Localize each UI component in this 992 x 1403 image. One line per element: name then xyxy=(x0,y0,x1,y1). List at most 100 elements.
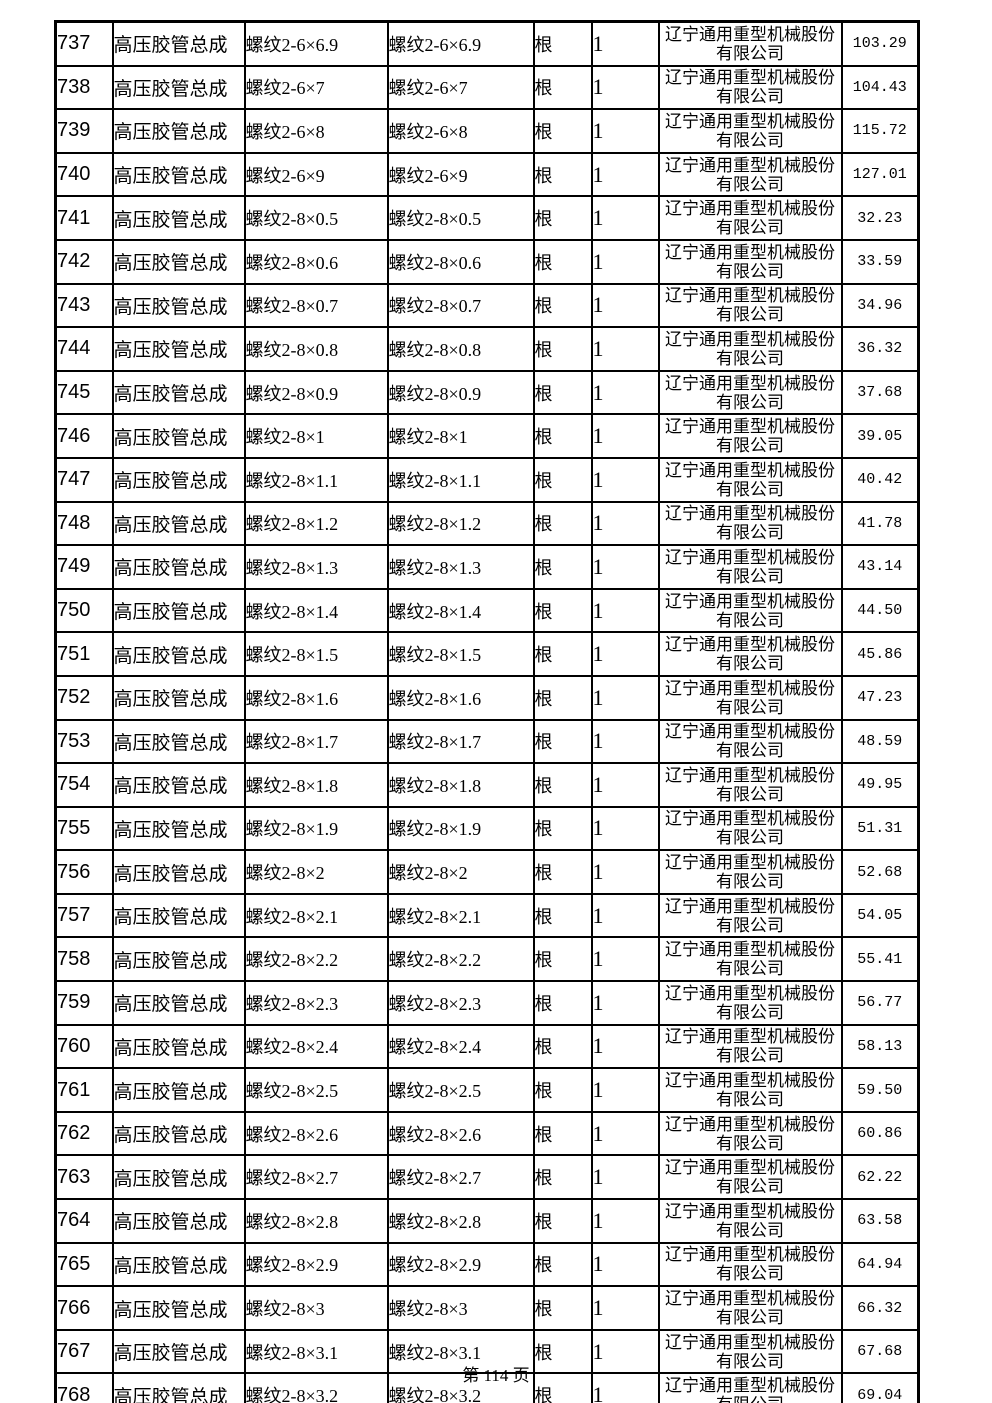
unit-cell: 根 xyxy=(532,849,593,895)
row-number-cell: 764 xyxy=(54,1198,114,1244)
supplier-line2: 有限公司 xyxy=(661,1395,840,1403)
unit-cell: 根 xyxy=(532,238,593,285)
supplier-line1: 辽宁通用重型机械股份 xyxy=(665,853,835,873)
unit-cell: 根 xyxy=(532,1023,593,1070)
unit-cell: 根 xyxy=(532,1372,593,1403)
part-name-cell: 高压胶管总成 xyxy=(111,1198,246,1244)
row-number-cell: 761 xyxy=(54,1067,114,1113)
supplier-line1: 辽宁通用重型机械股份 xyxy=(665,373,835,393)
model-cell: 螺纹2-8×2.3 xyxy=(243,980,389,1026)
unit-cell: 根 xyxy=(532,674,593,721)
supplier-line2: 有限公司 xyxy=(716,1264,784,1284)
spec-cell: 螺纹2-8×2.5 xyxy=(386,1067,535,1113)
supplier-cell: 辽宁通用重型机械股份 有限公司 xyxy=(657,1154,843,1201)
supplier-line2: 有限公司 xyxy=(716,654,784,674)
model-cell: 螺纹2-8×1.1 xyxy=(243,456,389,503)
table-row: 753 高压胶管总成 螺纹2-8×1.7 螺纹2-8×1.7 根 1 辽宁通用重… xyxy=(54,718,920,765)
supplier-cell: 辽宁通用重型机械股份 有限公司 xyxy=(657,369,843,416)
price-cell: 60.86 xyxy=(840,1110,920,1157)
model-cell: 螺纹2-8×0.9 xyxy=(243,369,389,416)
quantity-cell: 1 xyxy=(590,456,660,503)
supplier-line2: 有限公司 xyxy=(716,436,784,456)
part-name-cell: 高压胶管总成 xyxy=(111,1110,246,1157)
supplier-line1: 辽宁通用重型机械股份 xyxy=(665,155,835,175)
supplier-line2: 有限公司 xyxy=(716,1046,784,1066)
price-cell: 63.58 xyxy=(840,1198,920,1244)
supplier-cell: 辽宁通用重型机械股份 有限公司 xyxy=(657,1067,843,1113)
supplier-cell: 辽宁通用重型机械股份 有限公司 xyxy=(657,631,843,677)
part-name-cell: 高压胶管总成 xyxy=(111,892,246,939)
supplier-line2: 有限公司 xyxy=(716,741,784,761)
parts-table: 737 高压胶管总成 螺纹2-6×6.9 螺纹2-6×6.9 根 1 辽宁通用重… xyxy=(54,20,920,1403)
model-cell: 螺纹2-8×1 xyxy=(243,413,389,459)
table-body: 737 高压胶管总成 螺纹2-6×6.9 螺纹2-6×6.9 根 1 辽宁通用重… xyxy=(54,20,920,1403)
spec-cell: 螺纹2-8×1.6 xyxy=(386,674,535,721)
part-name-cell: 高压胶管总成 xyxy=(111,631,246,677)
quantity-cell: 1 xyxy=(590,631,660,677)
part-name-cell: 高压胶管总成 xyxy=(111,1328,246,1375)
quantity-cell: 1 xyxy=(590,544,660,590)
unit-cell: 根 xyxy=(532,805,593,852)
supplier-cell: 辽宁通用重型机械股份 有限公司 xyxy=(657,1198,843,1244)
spec-cell: 螺纹2-8×1 xyxy=(386,413,535,459)
quantity-cell: 1 xyxy=(590,151,660,198)
price-cell: 127.01 xyxy=(840,151,920,198)
unit-cell: 根 xyxy=(532,413,593,459)
model-cell: 螺纹2-8×2.6 xyxy=(243,1110,389,1157)
supplier-line2: 有限公司 xyxy=(716,479,784,499)
spec-cell: 螺纹2-8×2.2 xyxy=(386,936,535,983)
part-name-cell: 高压胶管总成 xyxy=(111,369,246,416)
supplier-cell: 辽宁通用重型机械股份 有限公司 xyxy=(657,64,843,111)
table-row: 745 高压胶管总成 螺纹2-8×0.9 螺纹2-8×0.9 根 1 辽宁通用重… xyxy=(54,369,920,416)
part-name-cell: 高压胶管总成 xyxy=(111,326,246,372)
table-row: 747 高压胶管总成 螺纹2-8×1.1 螺纹2-8×1.1 根 1 辽宁通用重… xyxy=(54,456,920,503)
supplier-cell: 辽宁通用重型机械股份 有限公司 xyxy=(657,20,843,67)
table-row: 749 高压胶管总成 螺纹2-8×1.3 螺纹2-8×1.3 根 1 辽宁通用重… xyxy=(54,544,920,590)
supplier-cell: 辽宁通用重型机械股份 有限公司 xyxy=(657,892,843,939)
supplier-line1: 辽宁通用重型机械股份 xyxy=(665,1376,835,1396)
supplier-cell: 辽宁通用重型机械股份 有限公司 xyxy=(657,849,843,895)
supplier-cell: 辽宁通用重型机械股份 有限公司 xyxy=(657,238,843,285)
spec-cell: 螺纹2-8×2.9 xyxy=(386,1241,535,1288)
unit-cell: 根 xyxy=(532,587,593,634)
supplier-line2: 有限公司 xyxy=(716,1090,784,1110)
row-number-cell: 759 xyxy=(54,980,114,1026)
table-row: 740 高压胶管总成 螺纹2-6×9 螺纹2-6×9 根 1 辽宁通用重型机械股… xyxy=(54,151,920,198)
row-number-cell: 763 xyxy=(54,1154,114,1201)
row-number-cell: 750 xyxy=(54,587,114,634)
model-cell: 螺纹2-8×2.5 xyxy=(243,1067,389,1113)
spec-cell: 螺纹2-8×1.8 xyxy=(386,762,535,808)
supplier-line1: 辽宁通用重型机械股份 xyxy=(665,765,835,785)
supplier-line1: 辽宁通用重型机械股份 xyxy=(665,1071,835,1091)
price-cell: 58.13 xyxy=(840,1023,920,1070)
supplier-cell: 辽宁通用重型机械股份 有限公司 xyxy=(657,980,843,1026)
table-row: 768 高压胶管总成 螺纹2-8×3.2 螺纹2-8×3.2 根 1 辽宁通用重… xyxy=(54,1372,920,1403)
part-name-cell: 高压胶管总成 xyxy=(111,718,246,765)
spec-cell: 螺纹2-8×2.6 xyxy=(386,1110,535,1157)
quantity-cell: 1 xyxy=(590,238,660,285)
part-name-cell: 高压胶管总成 xyxy=(111,282,246,329)
table-row: 743 高压胶管总成 螺纹2-8×0.7 螺纹2-8×0.7 根 1 辽宁通用重… xyxy=(54,282,920,329)
table-row: 756 高压胶管总成 螺纹2-8×2 螺纹2-8×2 根 1 辽宁通用重型机械股… xyxy=(54,849,920,895)
quantity-cell: 1 xyxy=(590,1372,660,1403)
row-number-cell: 752 xyxy=(54,674,114,721)
part-name-cell: 高压胶管总成 xyxy=(111,238,246,285)
model-cell: 螺纹2-8×0.5 xyxy=(243,195,389,241)
supplier-line1: 辽宁通用重型机械股份 xyxy=(665,417,835,437)
supplier-line1: 辽宁通用重型机械股份 xyxy=(665,678,835,698)
supplier-line2: 有限公司 xyxy=(716,959,784,979)
part-name-cell: 高压胶管总成 xyxy=(111,413,246,459)
unit-cell: 根 xyxy=(532,892,593,939)
part-name-cell: 高压胶管总成 xyxy=(111,544,246,590)
price-cell: 32.23 xyxy=(840,195,920,241)
unit-cell: 根 xyxy=(532,326,593,372)
table-row: 737 高压胶管总成 螺纹2-6×6.9 螺纹2-6×6.9 根 1 辽宁通用重… xyxy=(54,20,920,67)
spec-cell: 螺纹2-8×2.4 xyxy=(386,1023,535,1070)
spec-cell: 螺纹2-8×2.7 xyxy=(386,1154,535,1201)
spec-cell: 螺纹2-8×0.8 xyxy=(386,326,535,372)
supplier-line2: 有限公司 xyxy=(716,261,784,281)
part-name-cell: 高压胶管总成 xyxy=(111,456,246,503)
unit-cell: 根 xyxy=(532,1154,593,1201)
part-name-cell: 高压胶管总成 xyxy=(111,805,246,852)
price-cell: 52.68 xyxy=(840,849,920,895)
